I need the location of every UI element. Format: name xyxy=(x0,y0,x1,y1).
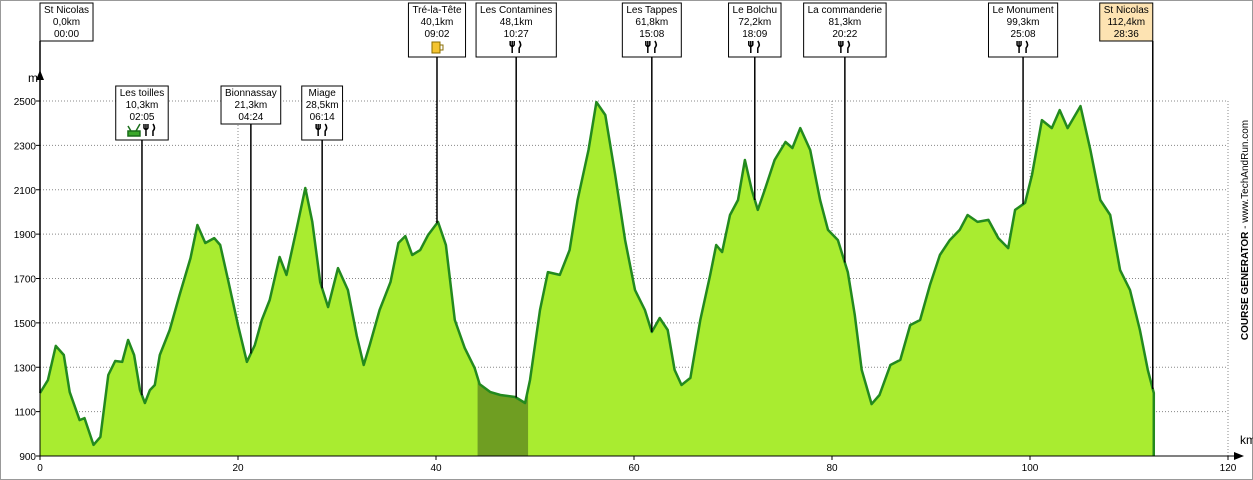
drink-icon xyxy=(431,41,441,54)
x-tick-label: 20 xyxy=(232,463,244,474)
x-axis-arrow xyxy=(1234,452,1244,460)
waypoint-box xyxy=(220,85,282,125)
y-tick-label: 1100 xyxy=(14,408,36,419)
waypoint-time: 04:24 xyxy=(238,112,263,123)
waypoint-box xyxy=(728,2,782,58)
x-tick-label: 40 xyxy=(430,463,442,474)
waypoint-box xyxy=(301,85,344,141)
credit-title: COURSE GENERATOR xyxy=(1240,231,1251,340)
x-tick-label: 60 xyxy=(628,463,640,474)
waypoint-km-label: 28,5km xyxy=(306,100,339,111)
waypoint-km-label: 81,3km xyxy=(828,17,861,28)
waypoint-time: 10:27 xyxy=(504,29,529,40)
waypoint-name: Le Monument xyxy=(992,5,1053,16)
y-axis-label: m xyxy=(28,71,38,85)
waypoint-box xyxy=(39,2,94,42)
waypoint-km-label: 99,3km xyxy=(1007,17,1040,28)
waypoint-name: Les toilles xyxy=(120,88,164,99)
waypoint-km-label: 48,1km xyxy=(500,17,533,28)
food-icon xyxy=(143,123,156,136)
y-tick-label: 1300 xyxy=(14,363,37,374)
waypoint-km-label: 0,0km xyxy=(53,17,80,28)
waypoint-box xyxy=(1099,2,1154,42)
waypoint-km-label: 40,1km xyxy=(421,17,454,28)
toilet-icon xyxy=(127,123,141,137)
y-tick-label: 1700 xyxy=(14,275,37,286)
waypoint-name: Le Bolchu xyxy=(733,5,777,16)
waypoint-name: Bionnassay xyxy=(225,88,277,99)
credit: COURSE GENERATOR - www.TechAndRun.com xyxy=(1240,120,1251,340)
waypoint-box xyxy=(621,2,682,58)
waypoint-km-label: 21,3km xyxy=(234,100,267,111)
waypoint-time: 20:22 xyxy=(832,29,857,40)
food-icon xyxy=(1016,40,1029,53)
y-tick-label: 900 xyxy=(19,452,36,463)
waypoint-time: 18:09 xyxy=(742,29,767,40)
waypoint-name: La commanderie xyxy=(808,5,883,16)
profile-line xyxy=(38,100,1156,457)
waypoint-km-label: 61,8km xyxy=(635,17,668,28)
waypoint-time: 06:14 xyxy=(310,112,335,123)
waypoint-time: 09:02 xyxy=(424,29,449,40)
waypoint-box xyxy=(987,2,1059,58)
waypoint-time: 02:05 xyxy=(129,112,154,123)
food-icon xyxy=(838,40,851,53)
y-tick-label: 1900 xyxy=(14,230,37,241)
x-tick-label: 80 xyxy=(826,463,838,474)
waypoint-time: 15:08 xyxy=(639,29,664,40)
waypoint-name: Miage xyxy=(309,88,337,99)
food-icon xyxy=(509,40,522,53)
food-icon xyxy=(748,40,761,53)
waypoint-time: 00:00 xyxy=(54,29,79,40)
x-tick-label: 100 xyxy=(1022,463,1039,474)
waypoint-time: 25:08 xyxy=(1011,29,1036,40)
food-icon xyxy=(315,123,328,136)
x-tick-label: 120 xyxy=(1220,463,1237,474)
food-icon xyxy=(645,40,658,53)
waypoint-name: Les Tappes xyxy=(626,5,677,16)
waypoint-name: St Nicolas xyxy=(44,5,89,16)
waypoint-name: Les Contamines xyxy=(480,5,552,16)
profile-area xyxy=(40,102,1154,456)
waypoint-box xyxy=(115,85,169,141)
x-axis-label: km xyxy=(1240,433,1253,447)
y-tick-label: 2500 xyxy=(14,97,37,108)
waypoint-name: St Nicolas xyxy=(1104,5,1149,16)
credit-url: - www.TechAndRun.com xyxy=(1240,120,1251,229)
waypoint-name: Tré-la-Tête xyxy=(412,5,462,16)
y-tick-label: 1500 xyxy=(14,319,37,330)
y-tick-label: 2100 xyxy=(14,186,37,197)
drink-handle xyxy=(439,44,444,51)
waypoint-box xyxy=(475,2,557,58)
y-tick-label: 2300 xyxy=(14,141,37,152)
waypoint-km-label: 112,4km xyxy=(1107,17,1145,28)
waypoint-time: 28:36 xyxy=(1114,29,1139,40)
waypoint-box xyxy=(803,2,887,58)
waypoint-km-label: 72,2km xyxy=(738,17,771,28)
x-tick-label: 0 xyxy=(37,463,43,474)
waypoint-km-label: 10,3km xyxy=(126,100,159,111)
